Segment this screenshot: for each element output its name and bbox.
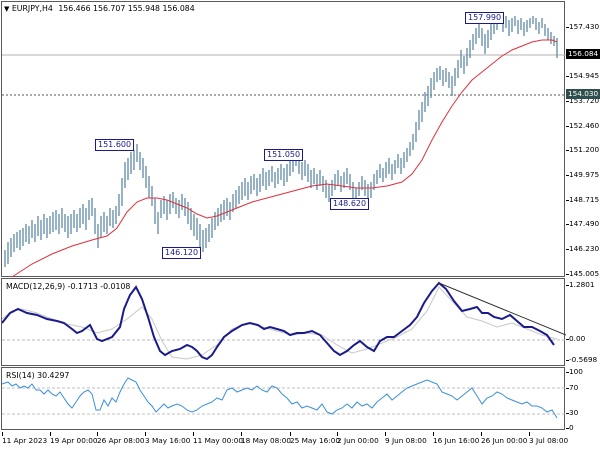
chart-header: ▼ EURJPY,H4 156.466 156.707 155.948 156.… <box>4 4 195 13</box>
level-price-tag: 154.030 <box>566 89 600 99</box>
macd-title: MACD(12,26,9) -0.1713 -0.0108 <box>6 282 131 291</box>
price-axis[interactable]: 157.430 154.945 153.720 152.460 151.200 … <box>565 0 600 278</box>
rsi-panel[interactable]: RSI(14) 30.4297 <box>1 367 566 430</box>
triangle-down-icon[interactable]: ▼ <box>4 5 10 13</box>
time-tick: 18 May 08:00 <box>241 432 292 445</box>
macd-tick: 1.2801 <box>566 280 595 289</box>
macd-canvas <box>2 281 566 361</box>
time-tick: 3 Jul 08:00 <box>529 432 569 445</box>
rsi-tick: 0 <box>566 423 574 432</box>
price-tick: 149.975 <box>565 170 600 179</box>
time-tick: 26 Apr 08:00 <box>97 432 145 445</box>
price-tick: 148.715 <box>565 195 600 204</box>
time-tick: 9 Jun 08:00 <box>385 432 427 445</box>
price-tick: 147.490 <box>565 219 600 228</box>
rsi-title: RSI(14) 30.4297 <box>6 371 70 380</box>
symbol-label: EURJPY,H4 <box>11 4 53 13</box>
moving-average-line <box>11 39 558 278</box>
macd-trendline <box>438 282 566 336</box>
price-tick: 145.005 <box>565 269 600 278</box>
annotation-low-148620: 148.620 <box>330 198 370 210</box>
time-tick: 26 Jun 00:00 <box>481 432 528 445</box>
price-chart-panel[interactable]: 151.600 146.120 151.050 148.620 157.990 <box>1 1 566 278</box>
current-price-tag: 156.084 <box>566 49 600 59</box>
rsi-tick: 70 <box>565 383 579 392</box>
price-tick: 151.200 <box>565 145 600 154</box>
time-tick: 16 Jun 16:00 <box>433 432 480 445</box>
time-tick: 2 Jun 00:00 <box>337 432 379 445</box>
time-tick: 3 May 16:00 <box>145 432 191 445</box>
time-tick: 19 Apr 00:00 <box>50 432 98 445</box>
price-tick: 152.460 <box>565 121 600 130</box>
macd-axis: 1.2801 0.00 -0.5698 <box>565 278 600 366</box>
price-tick: 154.945 <box>565 71 600 80</box>
macd-signal-line <box>2 286 558 360</box>
macd-tick: -0.5698 <box>565 355 598 364</box>
price-tick: 153.720 <box>565 96 600 105</box>
ohlc-values: 156.466 156.707 155.948 156.084 <box>58 4 195 13</box>
rsi-line <box>2 377 558 419</box>
time-tick: 25 May 16:00 <box>290 432 341 445</box>
annotation-high-151600: 151.600 <box>95 139 135 151</box>
macd-panel[interactable]: MACD(12,26,9) -0.1713 -0.0108 <box>1 278 566 366</box>
annotation-high-151050: 151.050 <box>264 149 304 161</box>
price-tick: 146.230 <box>565 244 600 253</box>
price-chart-canvas <box>2 14 566 278</box>
price-bars <box>4 14 558 267</box>
rsi-axis: 100 70 30 0 <box>565 367 600 432</box>
time-tick: 11 Apr 2023 <box>2 432 48 445</box>
time-tick: 11 May 00:00 <box>193 432 244 445</box>
time-axis[interactable]: 11 Apr 2023 19 Apr 00:00 26 Apr 08:00 3 … <box>0 432 600 450</box>
rsi-tick: 30 <box>565 408 579 417</box>
rsi-canvas <box>2 377 566 419</box>
annotation-low-146120: 146.120 <box>162 247 202 259</box>
price-tick: 157.430 <box>565 22 600 31</box>
macd-tick: 0.00 <box>565 334 586 343</box>
rsi-tick: 100 <box>566 367 583 376</box>
macd-main-line <box>2 281 555 361</box>
annotation-high-157990: 157.990 <box>465 12 505 24</box>
